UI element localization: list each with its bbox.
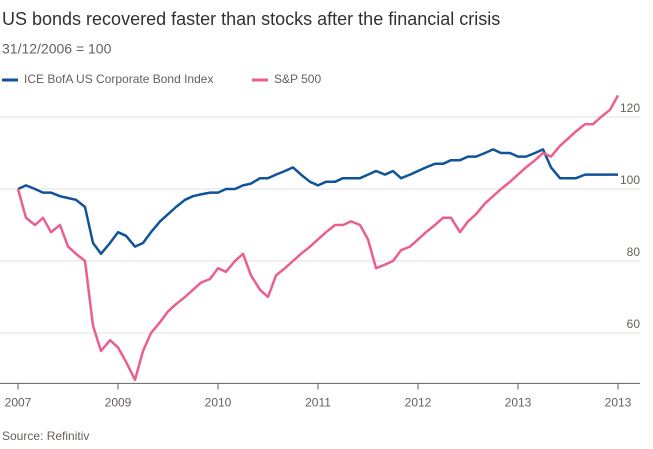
series-line xyxy=(17,148,618,256)
y-tick-label: 120 xyxy=(620,101,640,115)
x-tick-label: 2013 xyxy=(505,396,532,410)
chart-title: US bonds recovered faster than stocks af… xyxy=(2,9,500,29)
x-tick-label: 2013 xyxy=(605,396,632,410)
y-tick-label: 60 xyxy=(627,317,641,331)
chart-subtitle: 31/12/2006 = 100 xyxy=(2,41,112,57)
y-tick-label: 80 xyxy=(627,245,641,259)
legend-label: ICE BofA US Corporate Bond Index xyxy=(24,72,213,86)
x-tick-label: 2007 xyxy=(5,396,32,410)
x-tick-label: 2009 xyxy=(105,396,132,410)
y-tick-label: 100 xyxy=(620,173,640,187)
legend-label: S&P 500 xyxy=(274,72,321,86)
x-tick-label: 2011 xyxy=(305,396,331,410)
series-line xyxy=(16,94,620,382)
x-tick-label: 2012 xyxy=(405,396,432,410)
source: Source: Refinitiv xyxy=(2,429,89,443)
x-tick-label: 2010 xyxy=(205,396,232,410)
